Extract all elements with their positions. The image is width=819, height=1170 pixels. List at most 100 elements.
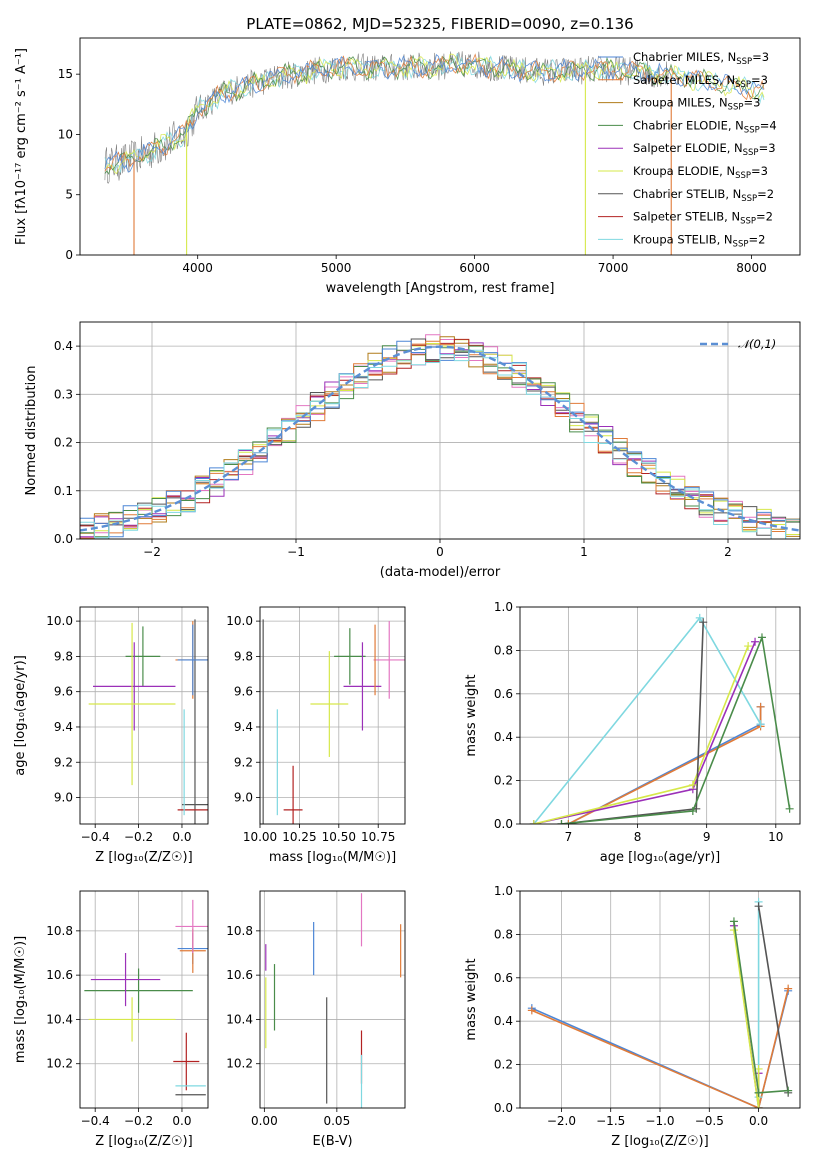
legend-label: Chabrier MILES, NSSP=3 bbox=[633, 50, 769, 67]
y-tick-label: 0.6 bbox=[494, 971, 513, 985]
y-tick-label: 9.2 bbox=[54, 755, 73, 769]
weight-marker bbox=[756, 702, 765, 711]
age-vs-Z-axes: −0.4 −0.2 0.0 9.0 9.2 9.4 9.6 9.8 10.0 bbox=[46, 607, 208, 844]
y-tick-label: 5 bbox=[65, 188, 73, 202]
weight-vs-age-xlabel: age [log₁₀(age/yr)] bbox=[600, 850, 721, 865]
weight-vs-Z-axes: −2.0 −1.5 −1.0 −0.5 0.0 0.0 0.2 0.4 0.6 0.8 1.0 bbox=[494, 884, 800, 1128]
legend-value: =4 bbox=[760, 118, 777, 132]
weight-vs-Z-xlabel: Z [log₁₀(Z/Z☉)] bbox=[611, 1134, 708, 1149]
y-tick-label: 9.8 bbox=[54, 649, 73, 663]
age-vs-mass-plot-area bbox=[260, 607, 405, 824]
y-tick-label: 9.0 bbox=[54, 791, 73, 805]
age-vs-mass-axes: 10.00 10.25 10.50 10.75 9.0 9.2 9.4 9.6 9.8 10.0 bbox=[226, 607, 405, 844]
weight-vs-Z-frame bbox=[519, 890, 801, 1109]
weight-marker bbox=[784, 984, 793, 993]
mass-vs-ebv-errorbars bbox=[265, 893, 402, 1108]
y-tick-label: 0.4 bbox=[494, 1014, 513, 1028]
x-tick-label: 4000 bbox=[182, 261, 213, 275]
y-tick-label: 10.8 bbox=[226, 924, 253, 938]
y-tick-label: 10.2 bbox=[46, 1057, 73, 1071]
x-tick-label: 5000 bbox=[321, 261, 352, 275]
y-tick-label: 9.4 bbox=[54, 720, 73, 734]
y-tick-label: 10.6 bbox=[226, 968, 253, 982]
model-spectrum bbox=[104, 53, 765, 173]
weight-vs-age-frame bbox=[519, 606, 801, 825]
y-tick-label: 9.6 bbox=[54, 685, 73, 699]
legend-label: Salpeter STELIB, NSSP=2 bbox=[633, 210, 773, 227]
spectrum-ylabel: Flux [fλ10⁻¹⁷ erg cm⁻² s⁻¹ A⁻¹] bbox=[14, 48, 29, 245]
y-tick-label: 0.8 bbox=[494, 927, 513, 941]
age-vs-mass-xlabel: mass [log₁₀(M/M☉)] bbox=[269, 850, 396, 865]
weight-marker bbox=[757, 633, 766, 642]
x-tick-label: 10.50 bbox=[322, 830, 356, 844]
legend-value: =2 bbox=[757, 187, 774, 201]
x-tick-label: 0.0 bbox=[749, 1114, 768, 1128]
x-tick-label: 10.00 bbox=[243, 830, 277, 844]
age-vs-Z-ylabel: age [log₁₀(age/yr)] bbox=[13, 655, 28, 776]
y-tick-label: 15 bbox=[58, 67, 73, 81]
weight-marker bbox=[699, 618, 708, 627]
y-tick-label: 1.0 bbox=[494, 884, 513, 898]
legend-label: Salpeter MILES, NSSP=3 bbox=[633, 73, 768, 90]
mass-vs-Z-ylabel: mass [log₁₀(M/M☉)] bbox=[13, 936, 28, 1063]
y-tick-label: 0.0 bbox=[54, 532, 73, 546]
mass-vs-Z-errorbars bbox=[84, 899, 208, 1096]
x-tick-label: 8 bbox=[634, 830, 642, 844]
y-tick-label: 10.6 bbox=[46, 968, 73, 982]
x-tick-label: 2 bbox=[724, 545, 732, 559]
age-vs-mass-errorbars bbox=[262, 619, 405, 824]
y-tick-label: 9.0 bbox=[234, 791, 253, 805]
y-tick-label: 0.4 bbox=[494, 730, 513, 744]
x-tick-label: 10.75 bbox=[361, 830, 395, 844]
legend-subscript: SSP bbox=[740, 217, 756, 227]
age-vs-Z-plot-area bbox=[80, 607, 208, 824]
x-tick-label: −2.0 bbox=[547, 1114, 576, 1128]
age-vs-mass-frame bbox=[259, 606, 406, 825]
y-tick-label: 0.8 bbox=[494, 643, 513, 657]
age-vs-Z-xlabel: Z [log₁₀(Z/Z☉)] bbox=[95, 850, 192, 865]
y-tick-label: 10.4 bbox=[46, 1012, 73, 1026]
x-tick-label: 9 bbox=[703, 830, 711, 844]
x-tick-label: 10 bbox=[768, 830, 783, 844]
mass-vs-ebv-frame bbox=[259, 890, 406, 1109]
residual-histogram bbox=[80, 349, 800, 539]
spectrum-xlabel: wavelength [Angstrom, rest frame] bbox=[326, 281, 555, 296]
legend-subscript: SSP bbox=[735, 171, 751, 181]
weight-marker bbox=[527, 1006, 536, 1015]
legend-value: =3 bbox=[752, 50, 769, 64]
legend-label: Kroupa ELODIE, NSSP=3 bbox=[633, 164, 768, 181]
y-tick-label: 0.0 bbox=[494, 1101, 513, 1115]
weight-vs-Z-ylabel: mass weight bbox=[464, 958, 479, 1040]
weight-marker bbox=[754, 1088, 763, 1097]
x-tick-label: 1 bbox=[580, 545, 588, 559]
legend-value: =3 bbox=[743, 96, 760, 110]
x-tick-label: 0 bbox=[436, 545, 444, 559]
weight-marker bbox=[688, 806, 697, 815]
y-tick-label: 1.0 bbox=[494, 600, 513, 614]
figure-title: PLATE=0862, MJD=52325, FIBERID=0090, z=0… bbox=[246, 15, 633, 33]
weight-marker bbox=[729, 926, 738, 935]
y-tick-label: 10.0 bbox=[46, 614, 73, 628]
y-tick-label: 0.4 bbox=[54, 339, 73, 353]
x-tick-label: 8000 bbox=[736, 261, 767, 275]
residuals-frame bbox=[79, 321, 801, 540]
residual-steps bbox=[80, 334, 800, 539]
weight-marker bbox=[695, 613, 704, 622]
weight-marker bbox=[529, 820, 538, 824]
y-tick-label: 0.0 bbox=[494, 817, 513, 831]
legend-subscript: SSP bbox=[741, 194, 757, 204]
weight-vs-age-series bbox=[529, 613, 794, 824]
age-vs-Z-frame bbox=[79, 606, 209, 825]
x-tick-label: 0.05 bbox=[323, 1114, 350, 1128]
legend-subscript: SSP bbox=[744, 125, 760, 135]
weight-line bbox=[733, 929, 760, 1108]
legend-subscript: SSP bbox=[736, 57, 752, 67]
x-tick-label: 6000 bbox=[459, 261, 490, 275]
y-tick-label: 0.1 bbox=[54, 484, 73, 498]
mass-vs-Z-plot-area bbox=[80, 891, 208, 1108]
residual-legend: 𝒩(0,1) bbox=[700, 337, 776, 351]
x-tick-label: 0.0 bbox=[172, 830, 191, 844]
weight-line bbox=[561, 634, 791, 824]
